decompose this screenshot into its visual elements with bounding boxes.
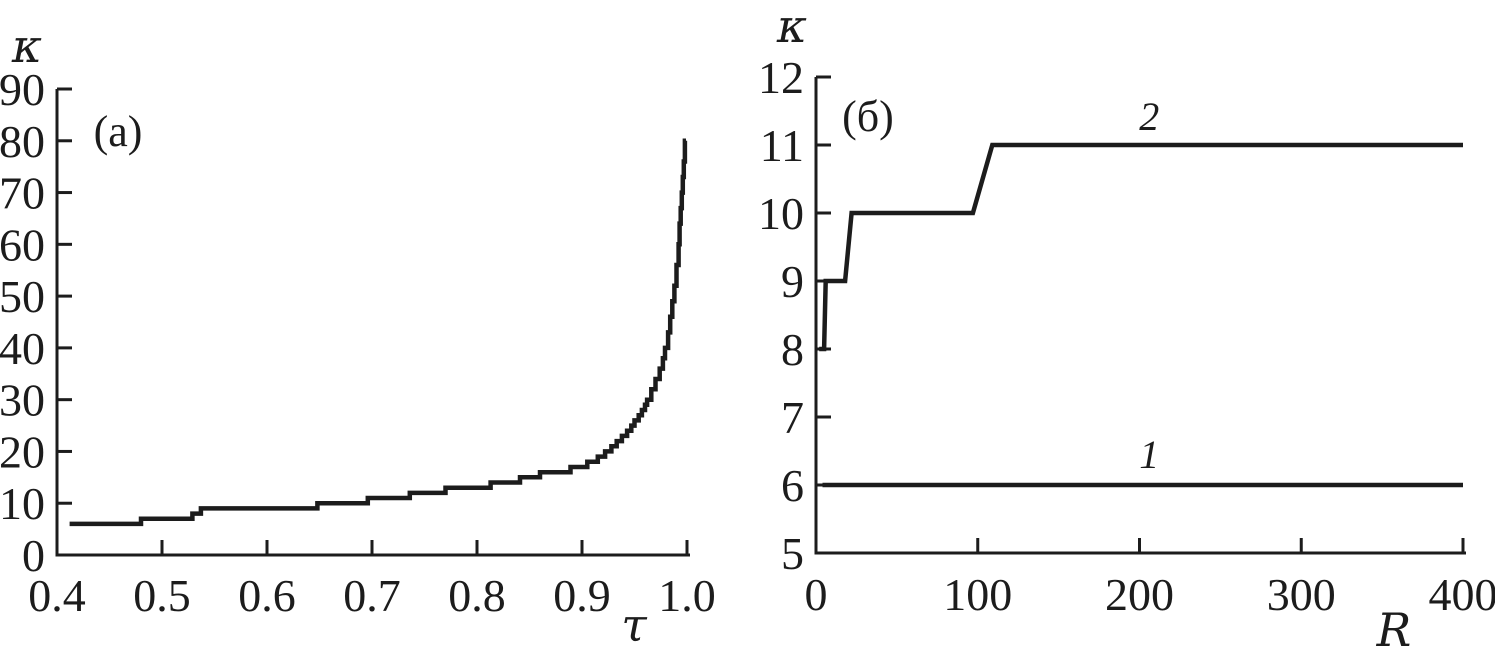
x-axis-title: τ xyxy=(621,598,648,652)
x-tick-label: 0.6 xyxy=(238,570,296,621)
y-tick-label: 50 xyxy=(0,271,45,322)
series-kappa-of-tau-staircase xyxy=(69,138,688,527)
x-tick-label: 0.9 xyxy=(553,570,611,621)
panel-label: (a) xyxy=(94,107,143,156)
x-tick-label: 400 xyxy=(1429,569,1495,620)
y-tick-label: 5 xyxy=(781,528,804,579)
y-tick-label: 30 xyxy=(0,375,45,426)
y-tick-label: 20 xyxy=(0,426,45,477)
y-tick-label: 10 xyxy=(758,188,804,239)
series-label-curve-2: 2 xyxy=(1139,94,1159,139)
x-axis-title: R xyxy=(1376,603,1412,657)
x-tick-label: 200 xyxy=(1105,569,1174,620)
x-tick-label: 0.5 xyxy=(133,570,191,621)
chart-panel-a: 0.4 0.5 0.6 0.7 0.8 0.9 1.0 0102030405060708090… xyxy=(0,19,716,652)
y-tick-label: 11 xyxy=(760,120,804,171)
y-tick-label: 10 xyxy=(0,478,45,529)
y-tick-label: 6 xyxy=(781,460,804,511)
series-curve-2 xyxy=(819,142,1463,352)
y-tick-label: 12 xyxy=(758,52,804,103)
y-tick-label: 60 xyxy=(0,219,45,270)
y-axis-title: κ xyxy=(11,19,42,73)
x-tick-label: 1.0 xyxy=(658,570,716,621)
y-tick-label: 90 xyxy=(0,64,45,115)
y-tick-label: 0 xyxy=(22,530,45,581)
y-tick-label: 9 xyxy=(781,256,804,307)
x-tick-label: 0.8 xyxy=(448,570,506,621)
x-tick-label: 0.4 xyxy=(28,570,86,621)
x-tick-label: 0.7 xyxy=(343,570,401,621)
y-tick-label: 7 xyxy=(781,392,804,443)
axes xyxy=(814,77,1466,555)
x-tick-label: 300 xyxy=(1267,569,1336,620)
x-tick-label: 100 xyxy=(943,569,1012,620)
series-label-curve-1: 1 xyxy=(1139,432,1159,477)
y-tick-label: 40 xyxy=(0,323,45,374)
y-tick-label: 70 xyxy=(0,168,45,219)
y-axis-title: κ xyxy=(776,0,807,53)
axes xyxy=(55,89,690,557)
x-tick-label: 0 xyxy=(805,569,828,620)
y-tick-label: 80 xyxy=(0,116,45,167)
y-tick-label: 8 xyxy=(781,324,804,375)
panel-label: (б) xyxy=(842,92,894,141)
